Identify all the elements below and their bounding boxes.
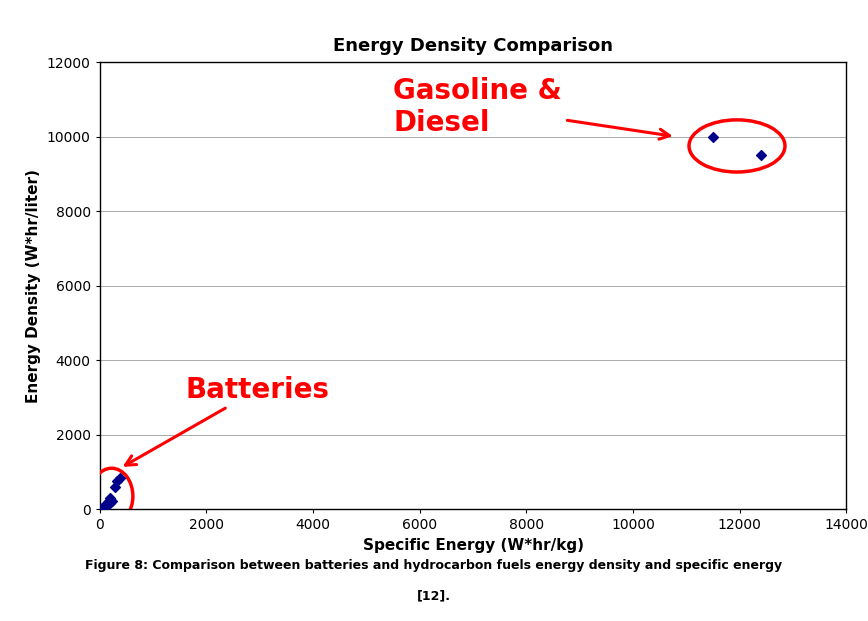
Point	[98, 502, 112, 512]
Point	[108, 482, 122, 492]
Point	[97, 502, 111, 512]
Point	[110, 476, 124, 486]
Y-axis label: Energy Density (W*hr/liter): Energy Density (W*hr/liter)	[26, 169, 42, 402]
Point	[754, 150, 768, 160]
Point	[96, 503, 110, 513]
Point	[103, 497, 117, 507]
Text: Batteries: Batteries	[126, 376, 329, 465]
Point	[105, 496, 119, 505]
Text: [12].: [12].	[417, 590, 451, 602]
Text: Figure 8: Comparison between batteries and hydrocarbon fuels energy density and : Figure 8: Comparison between batteries a…	[85, 559, 783, 571]
Title: Energy Density Comparison: Energy Density Comparison	[333, 37, 613, 55]
Point	[95, 504, 109, 514]
Point	[102, 499, 115, 509]
X-axis label: Specific Energy (W*hr/kg): Specific Energy (W*hr/kg)	[363, 538, 583, 553]
Point	[99, 501, 113, 511]
Point	[98, 502, 112, 512]
Point	[99, 499, 113, 509]
Point	[101, 497, 115, 507]
Point	[103, 493, 117, 503]
Text: Gasoline &
Diesel: Gasoline & Diesel	[393, 76, 669, 139]
Point	[113, 473, 127, 483]
Point	[706, 132, 720, 142]
Point	[101, 500, 115, 510]
